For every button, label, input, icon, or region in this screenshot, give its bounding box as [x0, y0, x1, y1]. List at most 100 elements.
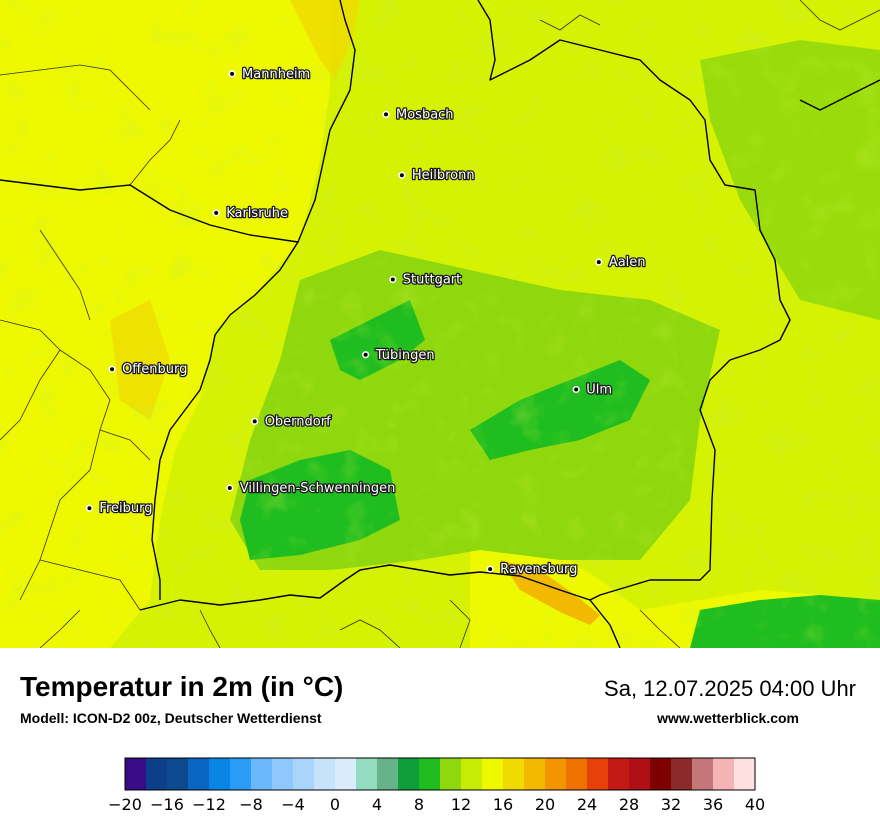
legend-swatch — [209, 758, 231, 790]
city-label-outline: Aalen — [609, 255, 646, 270]
city-label: Offenburg — [122, 362, 187, 377]
legend-swatch — [272, 758, 294, 790]
city-marker-dot — [488, 567, 493, 572]
legend-tick-label: 32 — [661, 795, 681, 814]
legend-swatch — [650, 758, 672, 790]
state-border-northeast — [477, 0, 791, 601]
city-label-outline: Freiburg — [99, 501, 152, 516]
website-link[interactable]: www.wetterblick.com — [657, 710, 799, 726]
legend-tick-label: 36 — [703, 795, 723, 814]
city-marker-dot — [390, 277, 395, 282]
legend-frame — [124, 757, 756, 791]
legend-swatch — [293, 758, 315, 790]
city-marker-dot — [214, 210, 219, 215]
legend-swatch — [167, 758, 189, 790]
city-label: Stuttgart — [403, 272, 461, 287]
city-marker-dot — [363, 352, 368, 357]
district-lines — [0, 0, 880, 648]
legend-swatch — [419, 758, 441, 790]
legend-swatch — [440, 758, 462, 790]
city-label-outline: Heilbronn — [412, 168, 475, 183]
legend-tick-label: 24 — [577, 795, 597, 814]
legend-swatch — [566, 758, 588, 790]
city-label: Mannheim — [242, 67, 310, 82]
city-label-outline: Villingen-Schwenningen — [240, 481, 396, 496]
city-marker-dot — [399, 173, 404, 178]
legend-swatch — [482, 758, 504, 790]
city-marker-dot — [230, 71, 235, 76]
city-label: Heilbronn — [412, 168, 475, 183]
city-label: Villingen-Schwenningen — [240, 481, 396, 496]
map-texture — [0, 0, 880, 648]
legend-tick-label: −16 — [150, 795, 184, 814]
legend-swatch — [356, 758, 378, 790]
city-marker-dot — [87, 506, 92, 511]
legend-swatch — [734, 758, 756, 790]
legend-swatch — [671, 758, 693, 790]
legend-swatch — [230, 758, 252, 790]
model-subtitle: Modell: ICON-D2 00z, Deutscher Wetterdie… — [20, 710, 322, 726]
city-marker-dot — [574, 387, 579, 392]
legend-tick-label: −4 — [281, 795, 305, 814]
legend-swatch — [587, 758, 609, 790]
legend-tick-label: 20 — [535, 795, 555, 814]
city-label-outline: Karlsruhe — [226, 206, 288, 221]
city-label-outline: Tübingen — [375, 348, 435, 363]
border-rhine — [151, 241, 299, 600]
legend-swatch — [608, 758, 630, 790]
city-label-outline: Mannheim — [242, 67, 310, 82]
legend-tick-label: 40 — [745, 795, 765, 814]
legend-tick-label: 28 — [619, 795, 639, 814]
legend-swatch — [545, 758, 567, 790]
map-title: Temperatur in 2m (in °C) — [20, 671, 344, 702]
city-label-outline: Ravensburg — [500, 562, 577, 577]
legend-swatch — [692, 758, 714, 790]
legend-swatch — [461, 758, 483, 790]
color-legend: −20 −16 −12 −8 −4 0 4 8 12 16 20 24 28 32 36 40 — [108, 757, 765, 814]
legend-swatch — [314, 758, 336, 790]
legend-swatch — [335, 758, 357, 790]
city-label-outline: Ulm — [586, 383, 612, 398]
forecast-datetime: Sa, 12.07.2025 04:00 Uhr — [604, 676, 856, 701]
legend-swatch — [125, 758, 147, 790]
city-label-outline: Stuttgart — [403, 272, 461, 287]
city-label: Tübingen — [375, 348, 435, 363]
legend-tick-label: 4 — [372, 795, 382, 814]
city-marker-dot — [227, 485, 232, 490]
city-marker-dot — [384, 112, 389, 117]
legend-tick-label: 8 — [414, 795, 424, 814]
border-lines — [0, 0, 880, 648]
city-label-outline: Oberndorf — [265, 414, 331, 429]
city-label-outline: Offenburg — [122, 362, 187, 377]
city-label: Mosbach — [396, 107, 454, 122]
legend-ticks: −20 −16 −12 −8 −4 0 4 8 12 16 20 24 28 32 36 40 — [108, 795, 765, 814]
legend-swatch — [713, 758, 735, 790]
city-label: Freiburg — [99, 501, 152, 516]
border-switzerland — [139, 564, 621, 648]
legend-tick-label: 16 — [493, 795, 513, 814]
legend-tick-label: −20 — [108, 795, 142, 814]
city-marker-dot — [596, 260, 601, 265]
border-east-bavaria — [799, 79, 880, 111]
city-marker-dot — [252, 419, 257, 424]
legend-swatch — [377, 758, 399, 790]
state-border-north — [0, 0, 356, 243]
legend-swatch — [188, 758, 210, 790]
city-label: Ravensburg — [500, 562, 577, 577]
city-label: Ulm — [586, 383, 612, 398]
city-marker-dot — [110, 367, 115, 372]
city-label-outline: Mosbach — [396, 107, 454, 122]
city-label: Karlsruhe — [226, 206, 288, 221]
